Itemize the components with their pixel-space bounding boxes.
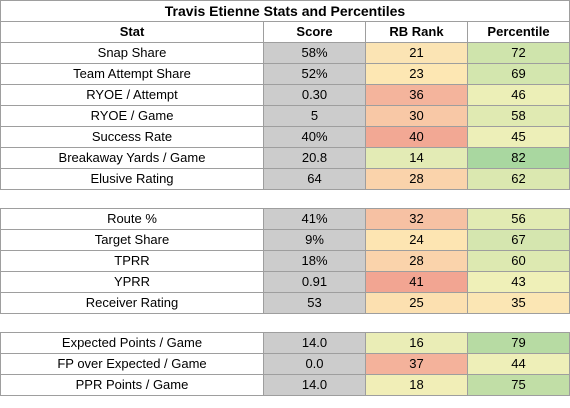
rb-rank-cell: 28 <box>365 168 468 190</box>
score-cell: 20.8 <box>263 147 366 169</box>
score-cell: 14.0 <box>263 332 366 354</box>
percentile-cell: 72 <box>467 42 570 64</box>
spacer-cell <box>0 189 570 209</box>
rb-rank-cell: 25 <box>365 292 468 314</box>
spacer-cell <box>0 313 570 333</box>
table-row: YPRR 0.91 41 43 <box>0 271 570 293</box>
rb-rank-cell: 24 <box>365 229 468 251</box>
stat-cell: Receiver Rating <box>0 292 264 314</box>
stat-cell: Team Attempt Share <box>0 63 264 85</box>
table-row: PPR Points / Game 14.0 18 75 <box>0 374 570 396</box>
rb-rank-cell: 40 <box>365 126 468 148</box>
score-cell: 9% <box>263 229 366 251</box>
score-cell: 41% <box>263 208 366 230</box>
stat-cell: YPRR <box>0 271 264 293</box>
percentile-cell: 67 <box>467 229 570 251</box>
rb-rank-cell: 37 <box>365 353 468 375</box>
rb-rank-cell: 41 <box>365 271 468 293</box>
header-row: Stat Score RB Rank Percentile <box>0 21 570 43</box>
table-row: TPRR 18% 28 60 <box>0 250 570 272</box>
stat-cell: PPR Points / Game <box>0 374 264 396</box>
score-cell: 64 <box>263 168 366 190</box>
table-row: Receiver Rating 53 25 35 <box>0 292 570 314</box>
stat-cell: Elusive Rating <box>0 168 264 190</box>
table-row: Breakaway Yards / Game 20.8 14 82 <box>0 147 570 169</box>
stats-table: Travis Etienne Stats and Percentiles Sta… <box>0 0 570 396</box>
stat-cell: RYOE / Attempt <box>0 84 264 106</box>
percentile-cell: 46 <box>467 84 570 106</box>
table-row: Elusive Rating 64 28 62 <box>0 168 570 190</box>
table-row: FP over Expected / Game 0.0 37 44 <box>0 353 570 375</box>
percentile-cell: 45 <box>467 126 570 148</box>
rb-rank-cell: 14 <box>365 147 468 169</box>
percentile-cell: 43 <box>467 271 570 293</box>
stat-cell: Success Rate <box>0 126 264 148</box>
stat-cell: TPRR <box>0 250 264 272</box>
percentile-cell: 44 <box>467 353 570 375</box>
score-cell: 52% <box>263 63 366 85</box>
table-row: RYOE / Attempt 0.30 36 46 <box>0 84 570 106</box>
stat-cell: Expected Points / Game <box>0 332 264 354</box>
section-spacer <box>0 189 570 209</box>
rb-rank-cell: 36 <box>365 84 468 106</box>
score-cell: 0.0 <box>263 353 366 375</box>
stat-cell: Breakaway Yards / Game <box>0 147 264 169</box>
rb-rank-cell: 30 <box>365 105 468 127</box>
table-title: Travis Etienne Stats and Percentiles <box>0 0 570 22</box>
stat-cell: RYOE / Game <box>0 105 264 127</box>
rb-rank-cell: 21 <box>365 42 468 64</box>
score-cell: 0.91 <box>263 271 366 293</box>
header-score: Score <box>263 21 366 43</box>
table-row: Route % 41% 32 56 <box>0 208 570 230</box>
header-stat: Stat <box>0 21 264 43</box>
table-row: RYOE / Game 5 30 58 <box>0 105 570 127</box>
score-cell: 0.30 <box>263 84 366 106</box>
section-spacer <box>0 313 570 333</box>
stat-cell: FP over Expected / Game <box>0 353 264 375</box>
stats-table-body: Travis Etienne Stats and Percentiles Sta… <box>0 0 570 396</box>
rb-rank-cell: 18 <box>365 374 468 396</box>
table-row: Success Rate 40% 40 45 <box>0 126 570 148</box>
percentile-cell: 69 <box>467 63 570 85</box>
stat-cell: Target Share <box>0 229 264 251</box>
rb-rank-cell: 16 <box>365 332 468 354</box>
percentile-cell: 56 <box>467 208 570 230</box>
percentile-cell: 62 <box>467 168 570 190</box>
title-row: Travis Etienne Stats and Percentiles <box>0 0 570 22</box>
rb-rank-cell: 23 <box>365 63 468 85</box>
score-cell: 53 <box>263 292 366 314</box>
stat-cell: Snap Share <box>0 42 264 64</box>
score-cell: 58% <box>263 42 366 64</box>
rb-rank-cell: 32 <box>365 208 468 230</box>
score-cell: 40% <box>263 126 366 148</box>
percentile-cell: 82 <box>467 147 570 169</box>
table-row: Snap Share 58% 21 72 <box>0 42 570 64</box>
stat-cell: Route % <box>0 208 264 230</box>
percentile-cell: 35 <box>467 292 570 314</box>
header-rb-rank: RB Rank <box>365 21 468 43</box>
percentile-cell: 58 <box>467 105 570 127</box>
percentile-cell: 79 <box>467 332 570 354</box>
percentile-cell: 75 <box>467 374 570 396</box>
score-cell: 14.0 <box>263 374 366 396</box>
rb-rank-cell: 28 <box>365 250 468 272</box>
table-row: Target Share 9% 24 67 <box>0 229 570 251</box>
header-percentile: Percentile <box>467 21 570 43</box>
table-row: Expected Points / Game 14.0 16 79 <box>0 332 570 354</box>
score-cell: 5 <box>263 105 366 127</box>
percentile-cell: 60 <box>467 250 570 272</box>
score-cell: 18% <box>263 250 366 272</box>
table-row: Team Attempt Share 52% 23 69 <box>0 63 570 85</box>
